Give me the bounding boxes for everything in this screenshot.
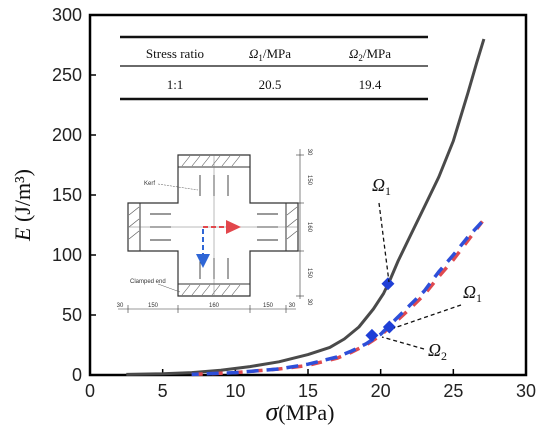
crack-arrow-right <box>203 220 241 234</box>
clamped-leader <box>157 283 181 293</box>
x-tick-label: 25 <box>443 381 463 401</box>
y-tick-label: 150 <box>52 185 82 205</box>
leader-omega1-lower <box>393 304 462 329</box>
x-tick-label: 5 <box>158 381 168 401</box>
right-dim-1: 30 <box>306 149 312 156</box>
bottom-dim-4: 150 <box>263 303 274 309</box>
kerf-leader <box>157 183 199 191</box>
x-tick-label: 20 <box>371 381 391 401</box>
y-tick-label: 300 <box>52 5 82 25</box>
annotation-omega1-upper: Ω1 <box>372 175 391 283</box>
right-dim-3: 160 <box>306 222 312 233</box>
x-tick-label: 30 <box>516 381 536 401</box>
x-tick-label: 0 <box>85 381 95 401</box>
y-axis-title: E (J/m³) <box>10 169 35 242</box>
specimen-diagram: Kerf Clamped end 30 150 160 150 30 30 15… <box>117 149 312 313</box>
leader-omega2 <box>381 336 425 350</box>
transition-point-marker <box>365 328 379 342</box>
right-dim-5: 30 <box>306 299 312 306</box>
cruciform-outline <box>127 154 299 297</box>
transition-point-marker <box>381 277 395 291</box>
y-tick-label: 250 <box>52 65 82 85</box>
plot-frame <box>88 13 528 377</box>
right-dimension-line: 30 150 160 150 30 <box>296 149 312 306</box>
annotation-omega1-upper-text: Ω1 <box>372 175 391 198</box>
x-axis-title: σ(MPa) <box>265 397 334 426</box>
clamped-end-label: Clamped end <box>130 279 166 285</box>
bottom-dim-3: 160 <box>209 303 220 309</box>
x-tick-label: 10 <box>225 381 245 401</box>
series-solid-line <box>126 38 486 376</box>
table-cell-omega2: 19.4 <box>359 77 382 92</box>
marker-layer <box>365 277 396 342</box>
leader-omega1-upper <box>378 202 390 283</box>
bottom-dim-1: 30 <box>117 303 124 309</box>
annotation-omega2: Ω2 <box>381 336 447 363</box>
table-header-omega1: Ω1/MPa <box>249 46 291 63</box>
table-header-omega2: Ω2/MPa <box>349 46 391 63</box>
table-cell-ratio: 1:1 <box>167 77 184 92</box>
bottom-dim-2: 150 <box>148 303 159 309</box>
y-tick-label: 0 <box>72 365 82 385</box>
table-header-stress-ratio: Stress ratio <box>146 46 204 61</box>
bottom-dim-5: 30 <box>289 303 296 309</box>
annotation-omega1-lower-text: Ω1 <box>463 282 482 305</box>
table-cell-omega1: 20.5 <box>259 77 282 92</box>
kerf-label: Kerf <box>144 181 155 187</box>
crack-arrow-down <box>196 229 210 268</box>
annotation-omega2-text: Ω2 <box>428 340 447 363</box>
y-tick-label: 100 <box>52 245 82 265</box>
annotation-omega1-lower: Ω1 <box>393 282 482 329</box>
x-tick-label: 15 <box>298 381 318 401</box>
y-tick-label: 50 <box>62 305 82 325</box>
bottom-dimension-line: 30 150 160 150 30 <box>117 303 296 313</box>
right-dim-4: 150 <box>306 268 312 279</box>
transition-point-marker <box>382 320 396 334</box>
right-dim-2: 150 <box>306 175 312 186</box>
stress-ratio-table: Stress ratio Ω1/MPa Ω2/MPa 1:1 20.5 19.4 <box>120 35 428 101</box>
series-blue-dashed-line <box>191 220 484 377</box>
y-tick-label: 200 <box>52 125 82 145</box>
series-layer <box>126 38 486 377</box>
clamp-hatching <box>128 155 298 296</box>
